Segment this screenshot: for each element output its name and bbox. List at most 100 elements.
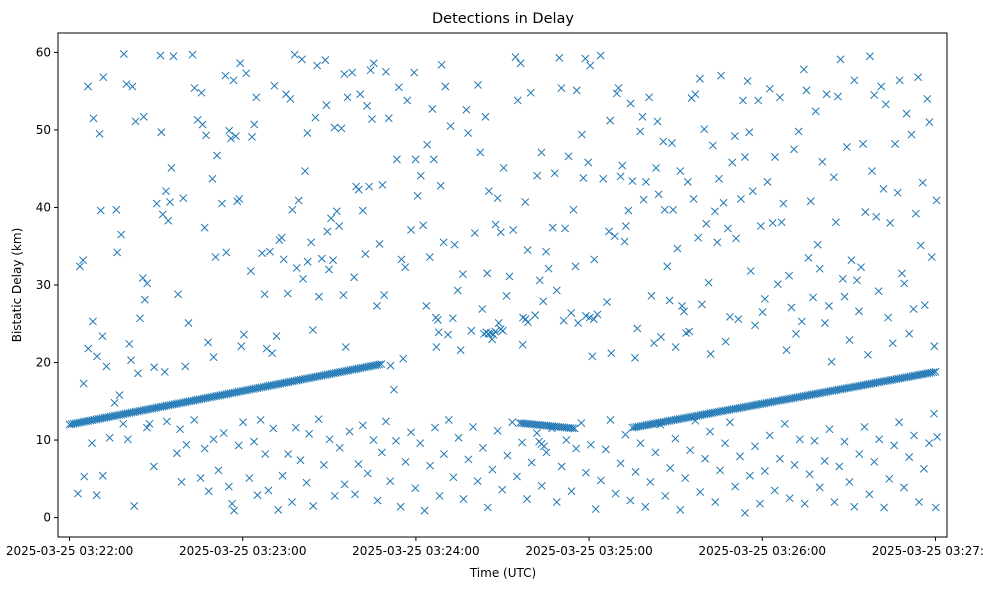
- data-point: [363, 101, 372, 110]
- data-point: [736, 194, 745, 203]
- data-point: [288, 498, 297, 507]
- data-point: [891, 139, 899, 148]
- data-point: [694, 233, 703, 242]
- data-point: [607, 349, 616, 358]
- data-point: [341, 343, 350, 351]
- data-point: [591, 505, 600, 514]
- data-point: [579, 174, 588, 182]
- data-point: [537, 148, 546, 157]
- data-point: [773, 280, 782, 289]
- data-point: [861, 208, 870, 217]
- data-point: [157, 128, 166, 137]
- data-point: [840, 292, 849, 301]
- data-point: [850, 76, 859, 85]
- data-point: [794, 127, 803, 136]
- data-point: [431, 423, 439, 432]
- data-point: [561, 224, 570, 233]
- data-point: [512, 472, 521, 481]
- data-point: [540, 442, 549, 451]
- data-point: [650, 339, 658, 348]
- data-point: [552, 498, 561, 507]
- data-point: [855, 450, 864, 458]
- data-point: [743, 77, 752, 86]
- data-point: [654, 190, 663, 199]
- data-point: [929, 368, 938, 377]
- data-point: [160, 367, 169, 376]
- data-point: [925, 439, 934, 448]
- data-point: [616, 172, 625, 181]
- data-point: [531, 311, 540, 320]
- data-point: [239, 330, 248, 339]
- data-point: [909, 305, 918, 313]
- data-point: [780, 419, 789, 428]
- data-point: [907, 130, 916, 139]
- data-point: [799, 65, 808, 74]
- data-point: [646, 477, 655, 486]
- data-point: [802, 86, 811, 95]
- data-point: [297, 55, 306, 64]
- data-point: [399, 354, 408, 363]
- data-point: [142, 423, 151, 432]
- data-point: [590, 255, 599, 264]
- data-point: [264, 486, 273, 495]
- data-point: [122, 80, 131, 89]
- data-point: [760, 295, 769, 303]
- data-point: [125, 339, 134, 348]
- data-point: [511, 53, 520, 61]
- data-point: [881, 100, 890, 109]
- data-point: [606, 116, 615, 125]
- data-point: [363, 469, 372, 478]
- data-point: [838, 274, 847, 283]
- data-point: [416, 171, 425, 180]
- data-point: [335, 443, 344, 452]
- data-point: [518, 340, 527, 349]
- data-point: [824, 301, 833, 310]
- data-point: [657, 332, 665, 341]
- data-point: [196, 474, 205, 483]
- data-point: [350, 273, 359, 282]
- data-point: [150, 363, 159, 372]
- data-point: [911, 209, 920, 218]
- data-point: [895, 76, 904, 85]
- data-point: [278, 471, 287, 480]
- data-point: [419, 221, 428, 230]
- data-point: [149, 462, 158, 471]
- data-point: [787, 303, 796, 312]
- data-point: [84, 344, 93, 353]
- data-point: [704, 278, 713, 287]
- data-point: [292, 263, 301, 272]
- data-point: [641, 502, 650, 511]
- data-point: [410, 68, 419, 77]
- data-point: [119, 49, 128, 58]
- data-point: [745, 128, 754, 137]
- data-point: [130, 502, 139, 510]
- data-point: [508, 418, 517, 427]
- data-point: [537, 481, 546, 490]
- data-point: [396, 502, 405, 511]
- data-point: [567, 487, 576, 496]
- data-point: [584, 158, 593, 167]
- data-point: [441, 82, 450, 91]
- data-point: [446, 122, 455, 130]
- data-point: [822, 90, 831, 99]
- data-point: [879, 184, 888, 193]
- data-point: [464, 455, 473, 464]
- data-point: [695, 74, 704, 83]
- data-point: [731, 482, 740, 491]
- data-point: [459, 270, 467, 279]
- data-point: [98, 332, 107, 341]
- data-point: [252, 93, 261, 102]
- data-point: [782, 346, 791, 355]
- data-point: [401, 263, 410, 272]
- data-point: [303, 129, 312, 137]
- data-point: [340, 480, 349, 489]
- data-point: [845, 336, 854, 345]
- data-point: [880, 503, 889, 512]
- data-point: [390, 385, 398, 394]
- data-point: [222, 248, 231, 257]
- data-point: [439, 450, 448, 458]
- data-point: [450, 240, 459, 249]
- data-point: [523, 495, 531, 503]
- data-point: [375, 239, 384, 248]
- data-point: [659, 137, 668, 146]
